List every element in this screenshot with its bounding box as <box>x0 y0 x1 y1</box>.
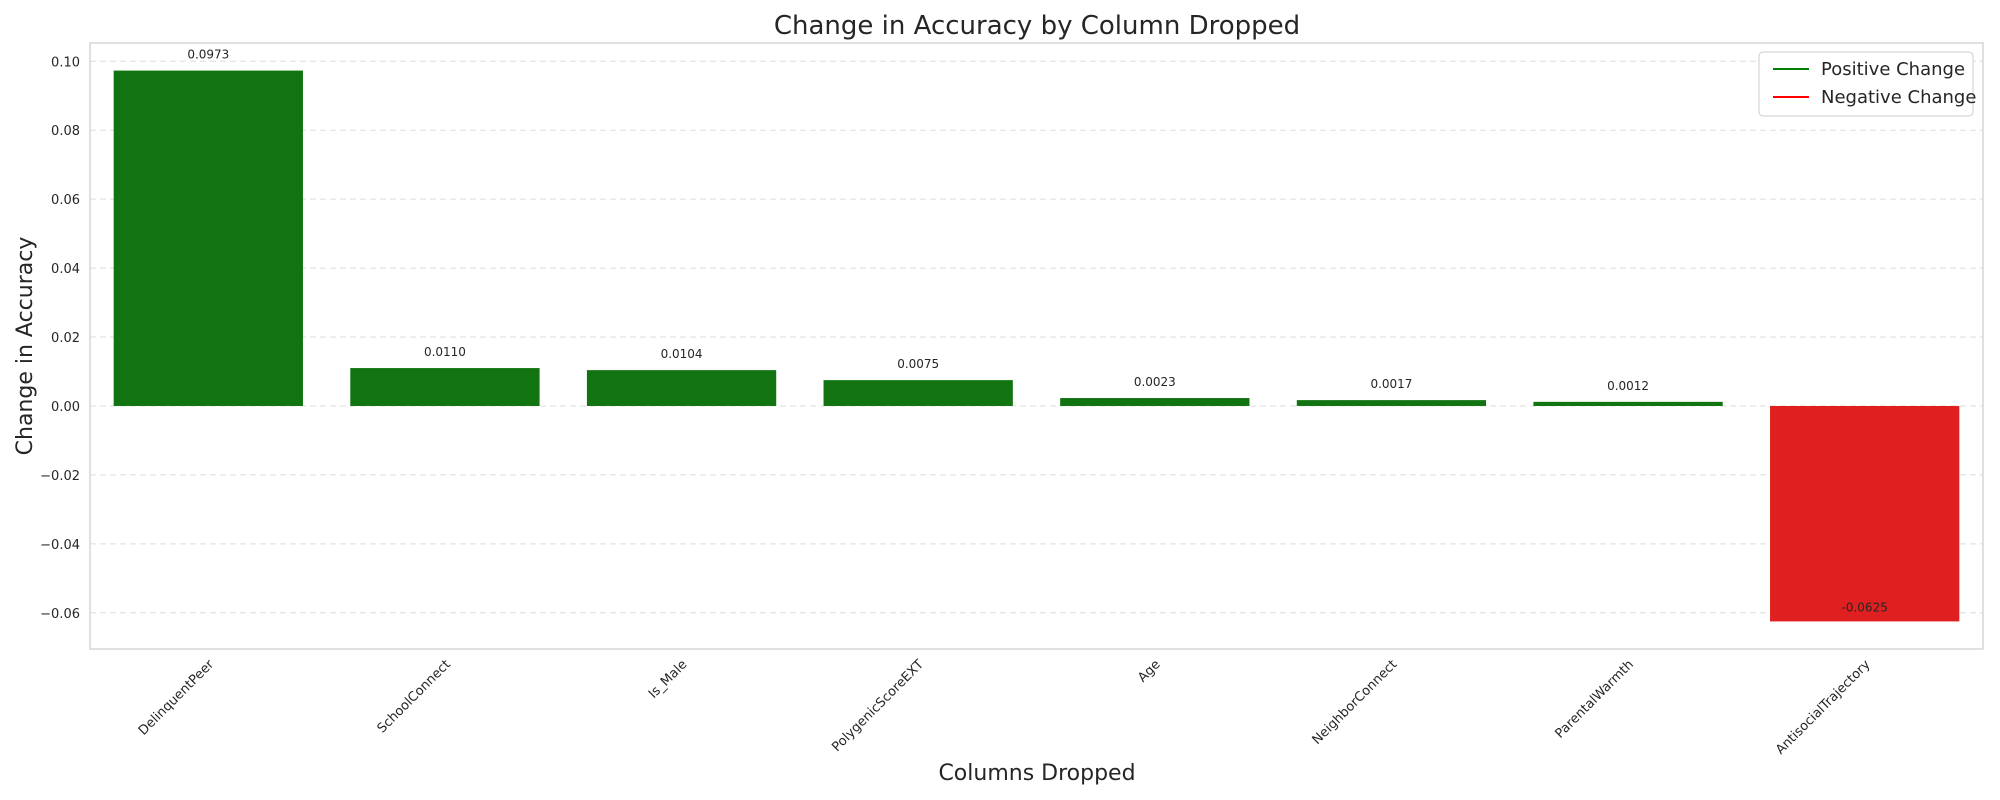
bar-antisocialtrajectory <box>1770 405 1960 622</box>
bar-value-label: 0.0075 <box>897 357 939 371</box>
bar-value-label: 0.0104 <box>661 347 703 361</box>
y-tick-label: −0.06 <box>40 607 80 622</box>
x-tick-label: Age <box>1135 657 1163 685</box>
bar-is_male <box>586 370 777 406</box>
grid-lines <box>90 60 1983 614</box>
bar-parentalwarmth <box>1533 401 1723 406</box>
bar-value-label: 0.0023 <box>1134 375 1176 389</box>
bar-value-labels: 0.0973 0.0110 0.0104 0.0075 0.0023 0.0017 0.00… <box>187 48 1888 615</box>
axes-frame <box>89 42 1984 650</box>
bar-neighborconnect <box>1296 400 1487 406</box>
bar-value-label: 0.0012 <box>1607 379 1649 393</box>
bar-delinquentpeer <box>113 70 303 406</box>
chart-title: Change in Accuracy by Column Dropped <box>774 11 1300 41</box>
legend-entry-label: Negative Change <box>1821 87 1976 108</box>
y-tick-label: 0.06 <box>51 193 80 208</box>
bar-value-label: 0.0110 <box>424 345 466 359</box>
bar-value-label: -0.0625 <box>1842 600 1888 614</box>
x-tick-label: PolygenicScoreEXT <box>829 657 927 755</box>
legend-box <box>1758 51 1974 117</box>
bar-polygenicscoreext <box>823 380 1013 406</box>
bar-age <box>1060 398 1250 406</box>
y-tick-label: 0.10 <box>51 55 80 70</box>
x-tick-label: ParentalWarmth <box>1553 657 1637 741</box>
x-axis-label: Columns Dropped <box>938 761 1135 786</box>
y-tick-label: 0.08 <box>51 124 80 139</box>
legend: Positive Change Negative Change <box>1758 51 1976 117</box>
x-tick-label: AntisocialTrajectory <box>1773 657 1874 758</box>
legend-entry-label: Positive Change <box>1821 59 1965 80</box>
x-tick-labels: DelinquentPeer SchoolConnect Is_Male Polyge… <box>136 657 1874 758</box>
x-tick-label: DelinquentPeer <box>136 657 218 739</box>
x-tick-label: NeighborConnect <box>1310 657 1401 748</box>
x-tick-label: SchoolConnect <box>375 657 454 736</box>
y-tick-label: −0.02 <box>40 469 80 484</box>
y-tick-label: 0.02 <box>51 331 80 346</box>
x-tick-label: Is_Male <box>646 657 690 701</box>
y-axis-label: Change in Accuracy <box>13 237 38 456</box>
y-tick-labels: −0.06 −0.04 −0.02 0.00 0.02 0.04 0.06 0.08 0.10 <box>40 55 80 622</box>
y-tick-label: 0.04 <box>51 262 80 277</box>
bars <box>113 70 1960 622</box>
bar-value-label: 0.0973 <box>187 48 229 62</box>
bar-value-label: 0.0017 <box>1370 377 1412 391</box>
y-tick-label: 0.00 <box>51 400 80 415</box>
bar-schoolconnect <box>350 368 540 406</box>
y-tick-label: −0.04 <box>40 538 80 553</box>
